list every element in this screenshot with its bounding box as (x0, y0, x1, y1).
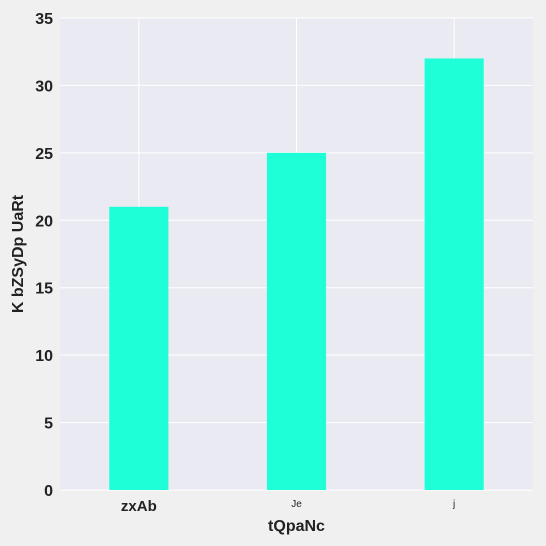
y-axis-label: K bZSyDp UaRt (10, 194, 27, 313)
y-tick-label: 20 (35, 213, 53, 230)
bars (109, 58, 484, 491)
y-tick-label: 35 (35, 11, 53, 28)
x-tick-labels: zxAb Je j (121, 498, 455, 515)
bar-Je (266, 152, 327, 490)
bar-zxAb (109, 206, 169, 491)
y-tick-label: 15 (35, 281, 53, 298)
x-axis-label: tQpaNc (268, 518, 325, 535)
y-tick-label: 30 (35, 78, 53, 95)
bar-j (424, 58, 484, 490)
y-tick-label: 0 (44, 483, 53, 500)
x-tick-label: j (452, 499, 455, 510)
y-tick-label: 25 (35, 146, 53, 163)
x-tick-label: zxAb (121, 498, 157, 515)
y-tick-label: 10 (35, 348, 53, 365)
y-tick-label: 5 (44, 416, 53, 433)
y-tick-labels: 0 5 10 15 20 25 30 35 (35, 11, 53, 500)
x-tick-label: Je (291, 499, 302, 510)
